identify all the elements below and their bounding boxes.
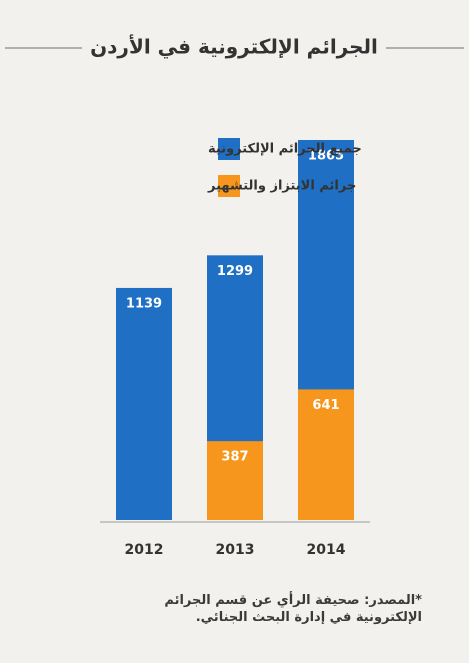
legend-swatch <box>218 175 240 197</box>
source-note: *المصدر: صحيفة الرأي عن قسم الجرائم الإل… <box>164 593 422 625</box>
value-label: 1299 <box>217 264 253 279</box>
value-label: 387 <box>221 450 248 465</box>
value-label: 641 <box>312 398 339 413</box>
value-label: 1865 <box>308 149 344 164</box>
x-tick-label: 2014 <box>307 542 346 558</box>
legend-label: جرائم الابتزاز والتشهير <box>207 179 356 194</box>
bar <box>298 389 354 520</box>
x-tick-label: 2013 <box>216 542 255 558</box>
bar <box>116 287 172 520</box>
x-tick-label: 2012 <box>125 542 164 558</box>
legend-label: جميع الجرائم الإلكترونية <box>208 142 362 157</box>
value-label: 1139 <box>126 296 162 311</box>
legend-swatch <box>218 138 240 160</box>
chart-title: الجرائم الإلكترونية في الأردن <box>90 34 378 60</box>
bar <box>207 441 263 520</box>
